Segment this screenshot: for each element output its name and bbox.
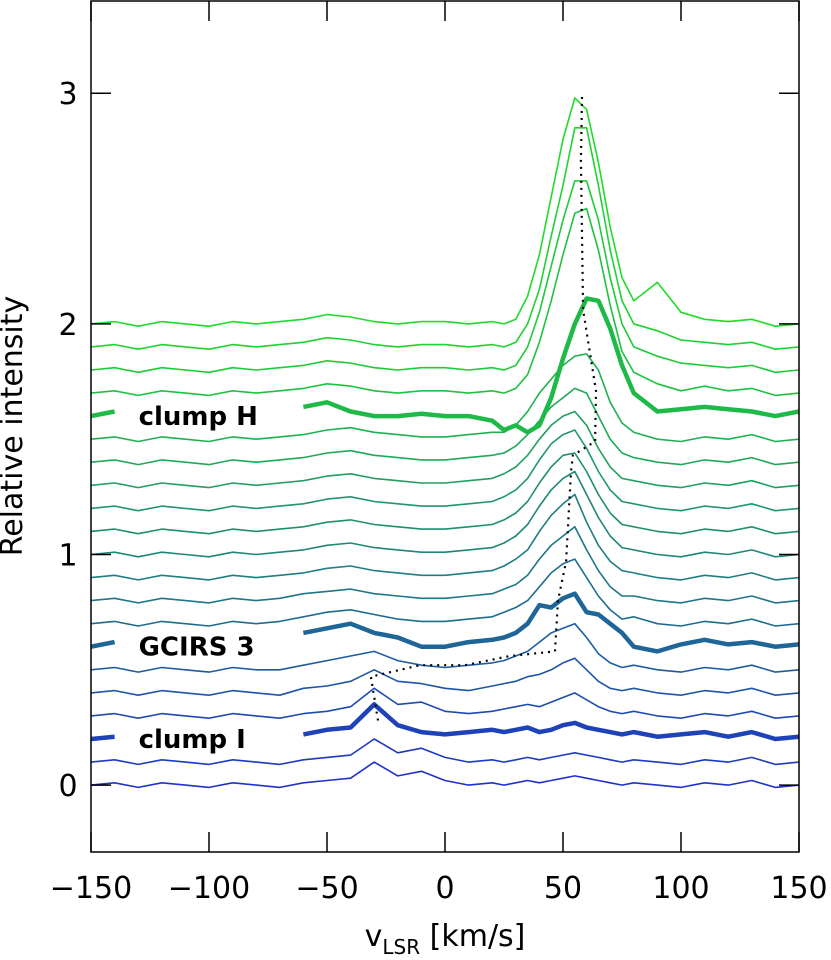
x-tick-label: −100 [168,871,250,906]
series-label: clump I [139,725,246,755]
spectrum [91,410,799,489]
y-tick-label: 3 [58,77,77,112]
y-tick-label: 2 [58,308,77,343]
spectrum [91,207,799,397]
spectrum [91,97,799,327]
spectrum [91,387,799,466]
spectrum [91,452,799,535]
y-tick-label: 0 [58,769,77,804]
x-tick-label: −150 [50,871,132,906]
x-tick-label: 150 [770,871,827,906]
series-label: GCIRS 3 [139,633,255,663]
x-axis-label-sub: LSR [382,935,420,956]
spectrum [91,558,799,627]
spectrum [91,761,799,789]
x-tick-label: 100 [652,871,709,906]
spectrum [91,353,799,443]
y-axis-label: Relative intensity [0,296,30,557]
series-label: clump H [139,402,258,432]
spectrum [91,470,799,558]
highlight-spectrum [91,702,799,742]
x-axis-label-unit: [km/s] [420,919,525,954]
x-tick-label: 50 [544,871,582,906]
plot-area [91,93,799,789]
x-axis-label-main: v [365,919,383,954]
spectrum [91,180,799,374]
spectrum [91,127,799,350]
y-tick-label: 1 [58,538,77,573]
x-axis-label: vLSR [km/s] [365,919,526,956]
spectrum [91,429,799,512]
x-tick-label: −50 [295,871,358,906]
spectrum [91,622,799,673]
spectrum [91,526,799,604]
highlight-spectrum [91,591,799,654]
spectrum [91,738,799,766]
highlight-spectrum [91,296,799,435]
spectrum [91,657,799,696]
x-tick-label: 0 [435,871,454,906]
spectrum [91,687,799,719]
spectrum [91,493,799,581]
